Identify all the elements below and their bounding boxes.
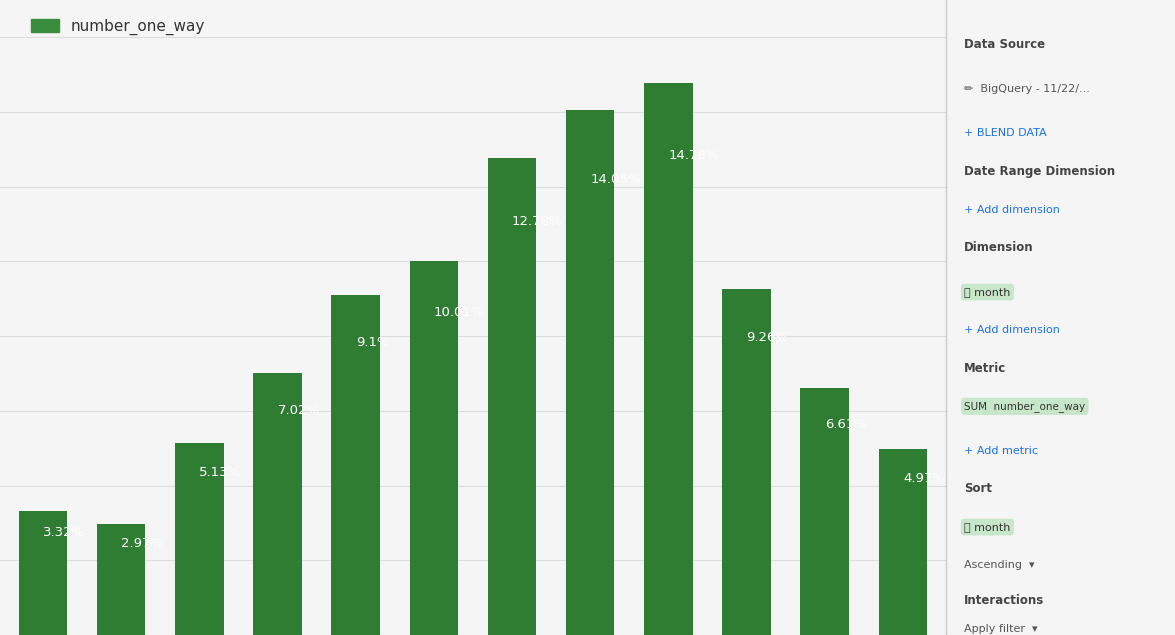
Text: Interactions: Interactions bbox=[965, 594, 1045, 606]
Text: 9.1%: 9.1% bbox=[356, 336, 389, 349]
Bar bbox=[19, 511, 67, 635]
Text: 14.78%: 14.78% bbox=[669, 149, 719, 162]
Bar bbox=[175, 443, 223, 635]
Text: + Add dimension: + Add dimension bbox=[965, 325, 1060, 335]
Text: Sort: Sort bbox=[965, 483, 992, 495]
Bar bbox=[800, 388, 850, 635]
Text: 6.61%: 6.61% bbox=[825, 418, 867, 431]
Text: Ascending  ▾: Ascending ▾ bbox=[965, 560, 1035, 570]
Bar bbox=[96, 524, 146, 635]
Text: 10.01%: 10.01% bbox=[434, 306, 484, 319]
Bar bbox=[331, 295, 380, 635]
Bar bbox=[410, 261, 458, 635]
Legend: number_one_way: number_one_way bbox=[27, 14, 210, 39]
Text: 3.32%: 3.32% bbox=[43, 526, 86, 539]
Bar bbox=[879, 450, 927, 635]
Text: 📅 month: 📅 month bbox=[965, 287, 1010, 297]
Text: 12.78%: 12.78% bbox=[512, 215, 563, 228]
Bar bbox=[488, 157, 536, 635]
Text: 14.05%: 14.05% bbox=[590, 173, 640, 186]
Text: 5.13%: 5.13% bbox=[200, 466, 242, 479]
Text: 9.26%: 9.26% bbox=[746, 331, 788, 344]
Text: + Add dimension: + Add dimension bbox=[965, 204, 1060, 215]
Bar bbox=[723, 289, 771, 635]
Bar bbox=[566, 110, 615, 635]
Text: SUM  number_one_way: SUM number_one_way bbox=[965, 401, 1086, 412]
Text: ✏  BigQuery - 11/22/...: ✏ BigQuery - 11/22/... bbox=[965, 84, 1090, 94]
Text: 4.97%: 4.97% bbox=[902, 472, 945, 485]
Text: + Add metric: + Add metric bbox=[965, 446, 1039, 456]
Text: 2.97%: 2.97% bbox=[121, 537, 163, 551]
Text: 7.02%: 7.02% bbox=[277, 404, 320, 417]
Text: Dimension: Dimension bbox=[965, 241, 1034, 254]
Text: Date Range Dimension: Date Range Dimension bbox=[965, 165, 1115, 178]
Text: 📅 month: 📅 month bbox=[965, 522, 1010, 532]
Text: Metric: Metric bbox=[965, 362, 1007, 375]
Text: + BLEND DATA: + BLEND DATA bbox=[965, 128, 1047, 138]
Text: Apply filter  ▾: Apply filter ▾ bbox=[965, 624, 1038, 634]
Bar bbox=[644, 83, 692, 635]
Bar bbox=[254, 373, 302, 635]
Text: Data Source: Data Source bbox=[965, 38, 1046, 51]
